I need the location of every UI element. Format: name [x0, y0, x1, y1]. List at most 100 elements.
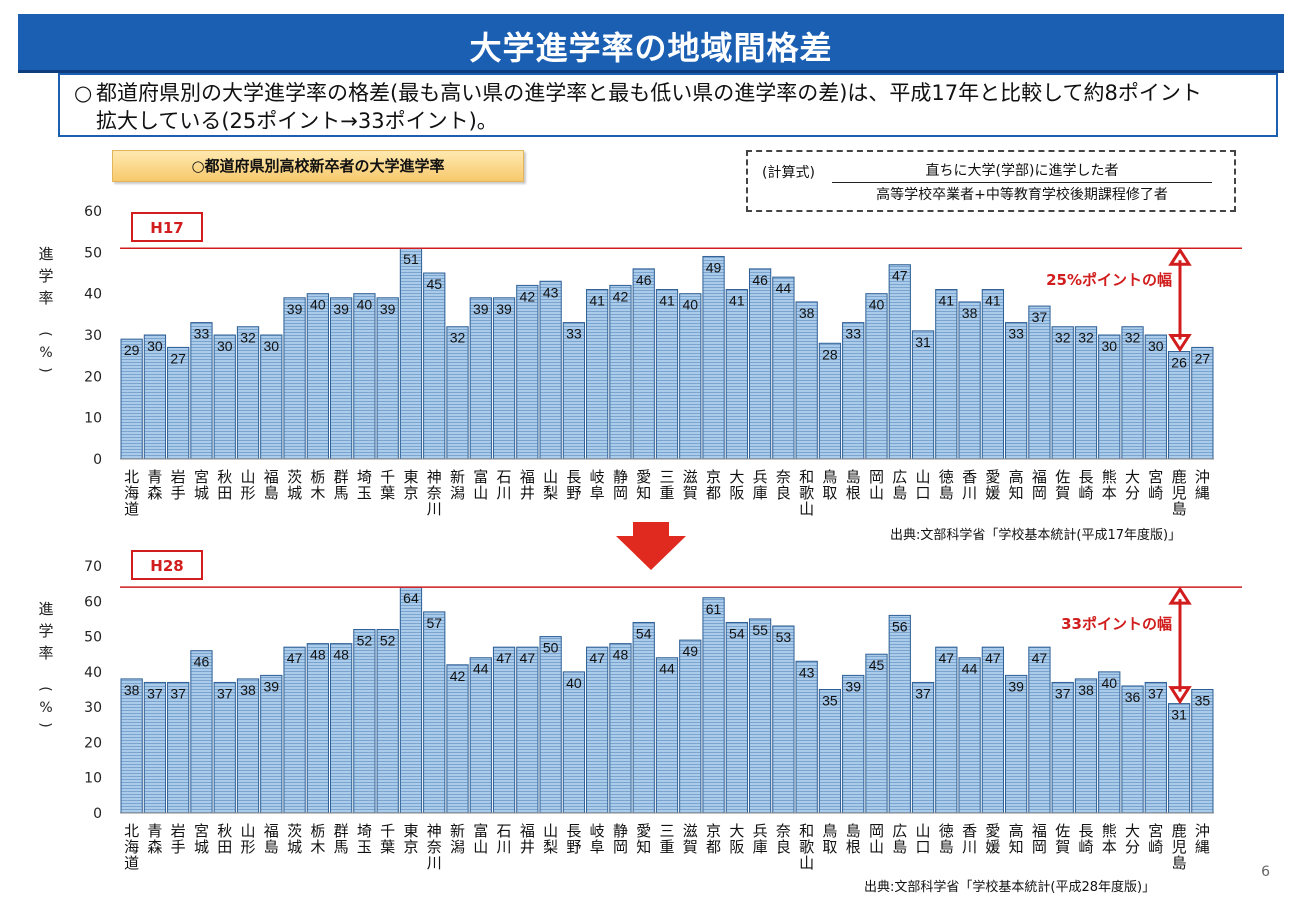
bar: [842, 322, 865, 460]
x-category-label: 富: [473, 822, 488, 840]
bar-value-label: 38: [799, 305, 815, 321]
bar-value-label: 37: [915, 685, 931, 701]
bar-value-label: 47: [985, 650, 1001, 666]
x-category-label: 高: [1009, 822, 1024, 840]
x-category-label: 福: [520, 822, 535, 840]
x-category-label: 分: [1125, 484, 1140, 502]
x-category-label: 茨: [287, 822, 302, 840]
x-category-label: 群: [334, 822, 349, 840]
bar-value-label: 37: [1148, 685, 1164, 701]
x-category-label: 大: [1125, 822, 1140, 840]
bar-value-label: 56: [892, 618, 908, 634]
chart-subtitle: ○都道府県別高校新卒者の大学進学率: [112, 150, 524, 182]
x-category-label: 森: [147, 838, 162, 856]
x-category-label: 重: [659, 484, 674, 502]
gap-arrow-head-down: [1168, 334, 1192, 353]
x-category-label: 木: [310, 484, 325, 502]
x-category-label: 玉: [357, 484, 372, 502]
bar-value-label: 39: [845, 678, 861, 694]
x-category-label: 広: [892, 822, 907, 840]
x-category-label: 和: [799, 822, 814, 840]
bar: [935, 646, 958, 814]
bar-value-label: 39: [380, 301, 396, 317]
bar-value-label: 47: [939, 650, 955, 666]
x-category-label: 川: [427, 500, 442, 518]
x-category-label: 城: [194, 838, 209, 856]
y-tick-label: 40: [84, 665, 102, 681]
x-category-label: 知: [636, 838, 651, 856]
x-category-label: 海: [124, 484, 139, 502]
x-category-label: 東: [403, 468, 418, 486]
y-tick-label: 60: [84, 204, 102, 220]
bar: [1074, 678, 1098, 814]
y-tick-label: 50: [84, 245, 102, 261]
x-category-label: 島: [892, 484, 907, 502]
bar-value-label: 47: [287, 650, 303, 666]
x-category-label: 鳥: [822, 468, 837, 486]
x-category-label: 熊: [1102, 822, 1117, 840]
bar-value-label: 29: [124, 342, 140, 358]
x-category-label: 崎: [1148, 838, 1163, 856]
x-category-label: 愛: [636, 468, 651, 486]
bar-value-label: 43: [799, 664, 815, 680]
bar-value-label: 49: [706, 259, 722, 275]
x-category-label: 奈: [776, 468, 791, 486]
bar-value-label: 38: [240, 682, 256, 698]
x-category-label: 沖: [1195, 468, 1210, 486]
x-category-label: 富: [473, 468, 488, 486]
bar: [725, 621, 748, 814]
x-category-label: 城: [194, 484, 209, 502]
bar-value-label: 46: [752, 272, 768, 288]
y-tick-label: 0: [93, 452, 102, 468]
x-category-label: 阜: [590, 838, 605, 856]
x-category-label: 森: [147, 484, 162, 502]
x-category-label: 鹿: [1172, 468, 1187, 486]
x-category-label: 知: [1009, 484, 1024, 502]
bar: [1028, 305, 1051, 460]
x-category-label: 形: [241, 484, 256, 502]
x-category-label: 道: [124, 854, 139, 872]
title-banner: 大学進学率の地域間格差: [18, 14, 1284, 73]
x-category-label: 奈: [427, 484, 442, 502]
x-category-label: 児: [1172, 484, 1187, 502]
x-category-label: 島: [264, 838, 279, 856]
x-category-label: 山: [241, 468, 256, 486]
x-category-label: 形: [241, 838, 256, 856]
x-category-label: 滋: [683, 468, 698, 486]
bar: [1144, 681, 1167, 814]
y-axis-unit: %: [39, 345, 52, 361]
bar-value-label: 45: [426, 276, 442, 292]
formula-numerator: 直ちに大学(学部)に進学した者: [832, 160, 1212, 183]
bar: [306, 643, 329, 814]
x-category-label: 長: [566, 468, 581, 486]
x-category-label: 山: [473, 838, 488, 856]
bullet-circle: ○: [74, 81, 93, 105]
x-category-label: 庫: [753, 484, 768, 502]
bar-value-label: 41: [939, 293, 955, 309]
bar-value-label: 37: [147, 685, 163, 701]
x-category-label: 崎: [1148, 484, 1163, 502]
bar: [655, 289, 679, 460]
bar: [1005, 322, 1028, 460]
y-axis-label-char: 率: [38, 644, 53, 662]
x-category-label: 都: [706, 838, 721, 856]
y-tick-label: 0: [93, 806, 102, 822]
y-tick-label: 20: [84, 369, 102, 385]
x-category-label: 歌: [799, 484, 814, 502]
y-tick-label: 10: [84, 411, 102, 427]
x-category-label: 田: [217, 838, 232, 856]
x-category-label: 山: [799, 500, 814, 518]
x-category-label: 玉: [357, 838, 372, 856]
x-category-label: 宮: [194, 822, 209, 840]
bar-value-label: 41: [729, 293, 745, 309]
period-badge: [131, 212, 203, 242]
x-category-label: 山: [473, 484, 488, 502]
bar: [1028, 646, 1051, 814]
chart-h17: 0 10 20 30 40 50 60 進学率 (%) 29 30 27 33 30 32 30 39 40 39 4…: [37, 204, 1242, 518]
bar-value-label: 51: [403, 251, 419, 267]
page-title: 大学進学率の地域間格差: [469, 29, 833, 67]
period-badge: [131, 550, 203, 580]
x-category-label: 京: [403, 838, 418, 856]
x-category-label: 木: [310, 838, 325, 856]
bar-value-label: 57: [426, 615, 442, 631]
